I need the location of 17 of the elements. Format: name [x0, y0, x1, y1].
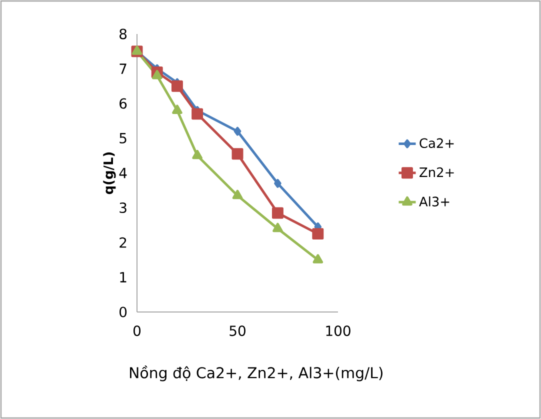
y-tick-label: 6 — [120, 98, 127, 109]
x-tick-label: 100 — [326, 326, 350, 336]
legend-label: Zn2+ — [420, 167, 454, 177]
y-axis-title: q(g/L) — [103, 152, 116, 194]
y-tick-label: 7 — [120, 64, 126, 74]
y-tick-label: 4 — [119, 168, 127, 178]
x-tick-label: 50 — [230, 326, 246, 336]
x-tick-label: 0 — [133, 326, 141, 336]
y-tick-label: 8 — [120, 28, 127, 40]
legend-label: Ca2+ — [420, 138, 454, 148]
y-tick-label: 3 — [120, 202, 126, 214]
y-tick-label: 2 — [120, 237, 126, 248]
legend-label: Al3+ — [419, 196, 450, 206]
y-tick-label: 0 — [120, 306, 127, 318]
y-tick-label: 1 — [120, 272, 126, 282]
y-tick-label: 5 — [120, 133, 126, 144]
x-axis-title: Nồng độ Ca2+, Zn2+, Al3+(mg/L) — [130, 366, 382, 382]
